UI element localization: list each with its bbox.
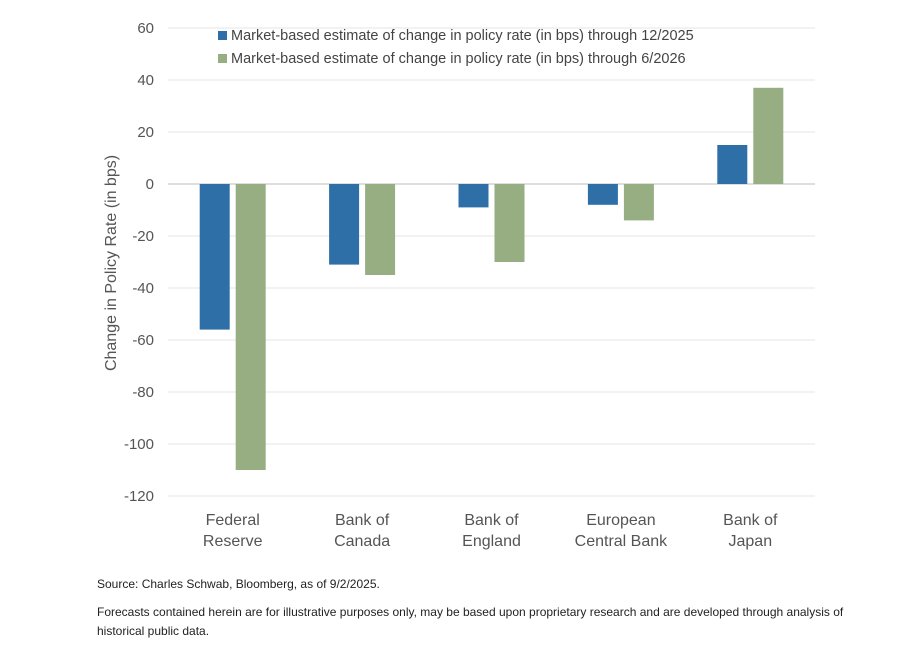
bar: [587, 184, 618, 205]
y-tick-label: 40: [137, 72, 154, 89]
x-category-label-line: Bank of: [464, 512, 519, 529]
y-axis-title: Change in Policy Rate (in bps): [103, 155, 120, 371]
x-category-label: Bank of England: [462, 512, 521, 550]
x-category-label-line: Central Bank: [575, 533, 668, 550]
x-category-label-line: Reserve: [203, 533, 263, 550]
legend-swatch: [218, 54, 227, 63]
legend-label: Market-based estimate of change in polic…: [231, 28, 694, 44]
x-category-label: Bank of Japan: [723, 512, 778, 550]
x-category-label-line: Bank of: [723, 512, 778, 529]
gridlines: [168, 27, 815, 497]
bar: [753, 87, 784, 184]
bar: [623, 184, 654, 221]
x-category-label-line: Japan: [729, 533, 773, 550]
bar: [329, 184, 360, 265]
bar: [717, 145, 748, 184]
source-note: Source: Charles Schwab, Bloomberg, as of…: [97, 577, 380, 591]
x-category-label-line: Canada: [334, 533, 390, 550]
y-tick-label: 20: [137, 124, 154, 141]
x-category-label: European Central Bank: [575, 512, 668, 550]
y-tick-label: -20: [132, 228, 154, 245]
legend-swatch: [218, 31, 227, 40]
bars: [199, 87, 784, 470]
x-category-label-line: European: [586, 512, 655, 529]
x-axis-categories: Federal Reserve Bank of Canada Bank of Englan…: [203, 512, 778, 550]
bar: [494, 184, 525, 262]
y-tick-label: -100: [124, 436, 154, 453]
bar: [458, 184, 489, 208]
legend: Market-based estimate of change in polic…: [218, 28, 694, 67]
legend-label: Market-based estimate of change in polic…: [231, 51, 686, 67]
x-category-label-line: Federal: [206, 512, 260, 529]
y-tick-label: -120: [124, 488, 154, 505]
disclaimer-note: Forecasts contained herein are for illus…: [97, 605, 844, 638]
y-tick-label: 0: [146, 176, 154, 193]
y-tick-label: -80: [132, 384, 154, 401]
bar: [235, 184, 266, 470]
x-category-label-line: England: [462, 533, 521, 550]
x-category-label: Bank of Canada: [334, 512, 390, 550]
y-tick-label: -60: [132, 332, 154, 349]
y-tick-label: 60: [137, 20, 154, 37]
y-axis-ticks: 60 40 20 0 -20 -40 -60 -80 -100 -120: [124, 20, 154, 505]
bar: [365, 184, 396, 275]
x-category-label: Federal Reserve: [203, 512, 263, 550]
y-tick-label: -40: [132, 280, 154, 297]
bar: [199, 184, 230, 330]
bar-chart: 60 40 20 0 -20 -40 -60 -80 -100 -120 Federal Reser…: [103, 20, 815, 550]
x-category-label-line: Bank of: [335, 512, 390, 529]
